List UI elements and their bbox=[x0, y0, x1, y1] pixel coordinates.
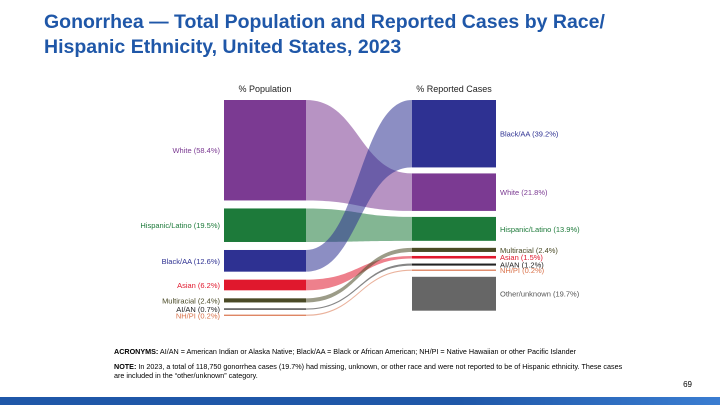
flow-group bbox=[306, 100, 412, 316]
right-label-multi: Multiracial (2.4%) bbox=[500, 246, 558, 255]
footer-accent bbox=[460, 397, 720, 405]
acronyms-note: ACRONYMS: AI/AN = American Indian or Ala… bbox=[114, 347, 576, 356]
slide-title-line-2: Hispanic Ethnicity, United States, 2023 bbox=[44, 36, 402, 58]
flow-black bbox=[306, 100, 412, 272]
left-axis-header: % Population bbox=[238, 84, 291, 94]
left-label-white: White (58.4%) bbox=[172, 146, 220, 155]
flow-nhpi bbox=[306, 269, 412, 316]
left-label-black: Black/AA (12.6%) bbox=[162, 257, 221, 266]
left-label-multi: Multiracial (2.4%) bbox=[162, 296, 220, 305]
right-label-other: Other/unknown (19.7%) bbox=[500, 290, 580, 299]
right-node-hispanic bbox=[412, 216, 496, 241]
right-label-nhpi: NH/PI (0.2%) bbox=[500, 266, 545, 275]
left-node-asian bbox=[224, 279, 306, 291]
right-node-multi bbox=[412, 247, 496, 252]
slide-title: Gonorrhea — Total Population and Reporte… bbox=[44, 10, 684, 60]
flow-aian bbox=[306, 263, 412, 310]
left-node-aian bbox=[224, 308, 306, 310]
slide-title-line-1: Gonorrhea — Total Population and Reporte… bbox=[44, 11, 605, 33]
flow-white bbox=[306, 100, 412, 211]
right-axis-header: % Reported Cases bbox=[416, 84, 492, 94]
left-label-nhpi: NH/PI (0.2%) bbox=[176, 311, 221, 320]
data-note: NOTE: In 2023, a total of 118,750 gonorr… bbox=[114, 362, 623, 380]
right-node-nhpi bbox=[412, 269, 496, 271]
right-node-asian bbox=[412, 255, 496, 259]
right-label-black: Black/AA (39.2%) bbox=[500, 130, 559, 139]
footer-bar bbox=[0, 397, 720, 405]
right-label-aian: AI/AN (1.2%) bbox=[500, 261, 544, 270]
left-node-nhpi bbox=[224, 314, 306, 316]
right-node-white bbox=[412, 173, 496, 211]
left-label-aian: AI/AN (0.7%) bbox=[176, 305, 220, 314]
page-number: 69 bbox=[683, 380, 692, 389]
right-node-other bbox=[412, 276, 496, 311]
flow-hispanic bbox=[306, 208, 412, 242]
left-node-multi bbox=[224, 298, 306, 303]
left-node-black bbox=[224, 249, 306, 272]
left-node-white bbox=[224, 100, 306, 201]
left-label-asian: Asian (6.2%) bbox=[177, 281, 220, 290]
right-node-aian bbox=[412, 263, 496, 266]
right-label-white: White (21.8%) bbox=[500, 188, 548, 197]
flow-multi bbox=[306, 247, 412, 303]
right-node-black bbox=[412, 100, 496, 168]
notes-block: ACRONYMS: AI/AN = American Indian or Ala… bbox=[114, 347, 634, 386]
right-label-hispanic: Hispanic/Latino (13.9%) bbox=[500, 225, 580, 234]
left-node-hispanic bbox=[224, 208, 306, 242]
right-label-asian: Asian (1.5%) bbox=[500, 253, 543, 262]
left-label-hispanic: Hispanic/Latino (19.5%) bbox=[140, 221, 220, 230]
